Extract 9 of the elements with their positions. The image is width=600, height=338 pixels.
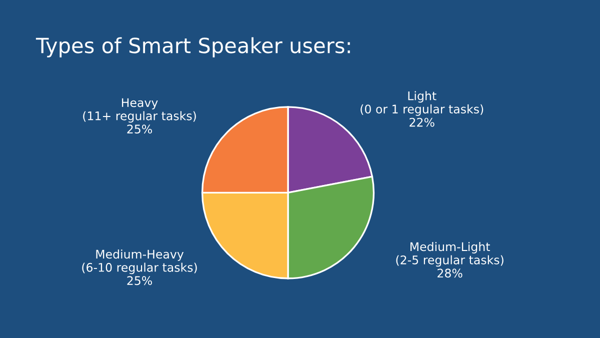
slice-label: Light (0 or 1 regular tasks) xyxy=(360,91,484,116)
slice-label: Heavy (11+ regular tasks) xyxy=(83,98,196,123)
chart-title: Types of Smart Speaker users: xyxy=(36,37,350,58)
data-label: 28% xyxy=(438,268,462,278)
data-label: 25% xyxy=(127,124,152,134)
slice-label: Medium-Heavy (6-10 regular tasks) xyxy=(82,249,197,274)
data-label: 25% xyxy=(127,276,152,286)
data-label: 22% xyxy=(410,118,434,127)
slice-label: Medium-Light (2-5 regular tasks) xyxy=(396,242,504,267)
